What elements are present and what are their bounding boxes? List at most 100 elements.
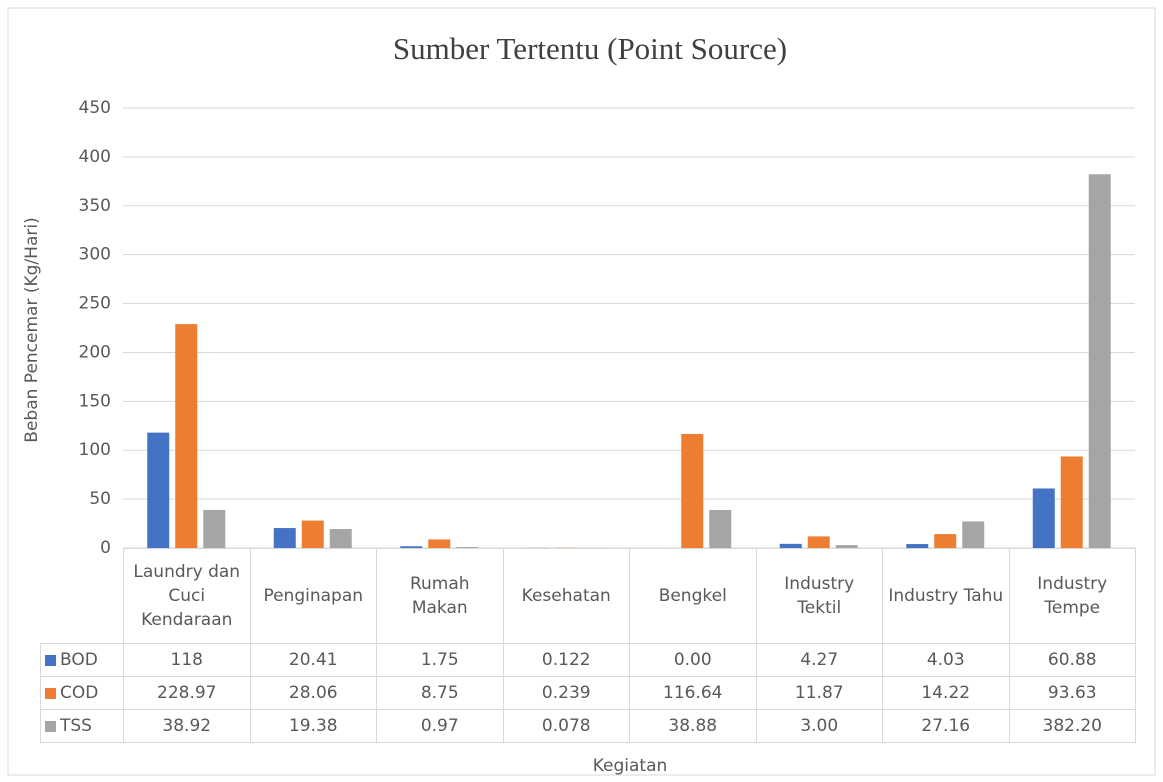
x-tick-label: Rumah Makan [376,548,504,644]
value-cell: 382.20 [1008,709,1136,743]
value-cell: 38.92 [123,709,251,743]
cell-text: 3.00 [800,716,839,736]
cell-text: 0.97 [420,716,459,736]
x-tick-label: Industry Tempe [1008,548,1136,644]
cell-text: 1.75 [420,650,459,670]
y-tick-label: 300 [79,245,111,265]
y-axis-label: Beban Pencemar (Kg/Hari) [22,217,42,442]
legend-entry: TSS [40,709,124,743]
y-tick-label: 450 [79,98,111,118]
value-cell: 118 [123,643,251,677]
value-cell: 1.75 [376,643,504,677]
x-tick-label: Bengkel [629,548,757,644]
chart-title: Sumber Tertentu (Point Source) [393,31,787,66]
cell-text: 28.06 [288,683,338,703]
value-cell: 0.122 [502,643,630,677]
value-cell: 0.97 [376,709,504,743]
y-tick-label: 250 [79,294,111,314]
cell-text: Industry Tektil [784,574,855,618]
data-table: Laundry dan Cuci Kendaraan Penginapan Ruma… [40,548,1136,743]
cell-text: 60.88 [1047,650,1097,670]
bar [807,536,830,548]
cell-text: 20.41 [288,650,338,670]
cell-text: 382.20 [1042,716,1102,736]
cell-text: 93.63 [1047,683,1097,703]
value-cell: 28.06 [249,676,377,710]
value-cell: 27.16 [882,709,1010,743]
legend-key [45,654,56,666]
value-cell: 116.64 [629,676,757,710]
y-tick-label: 0 [100,538,111,558]
value-cell: 19.38 [249,709,377,743]
x-axis-label: Kegiatan [593,756,668,776]
bar [934,534,957,548]
value-cell: 3.00 [755,709,883,743]
value-cell: 228.97 [123,676,251,710]
cell-text: Penginapan [263,586,364,606]
bar [203,509,226,548]
bar [1032,488,1055,548]
legend-label: COD [60,683,99,703]
cell-text: 4.03 [926,650,965,670]
cell-text: 27.16 [921,716,971,736]
legend-entry: COD [40,676,124,710]
value-cell: 20.41 [249,643,377,677]
value-cell: 0.00 [629,643,757,677]
bar [962,521,985,548]
cell-text: 0.122 [541,650,591,670]
value-cell: 8.75 [376,676,504,710]
value-cell: 60.88 [1008,643,1136,677]
bar [147,432,170,548]
bar [456,547,479,548]
value-cell: 38.88 [629,709,757,743]
cell-text: 228.97 [157,683,217,703]
bar [835,545,858,548]
cell-text: 116.64 [663,683,723,703]
bar [428,539,451,548]
chart-border [7,7,1156,776]
bar [1088,174,1111,548]
legend-entry: BOD [40,643,124,677]
y-tick-label: 200 [79,342,111,362]
cell-text: 11.87 [794,683,844,703]
cell-text: 8.75 [420,683,459,703]
bar [273,528,296,548]
bar [175,324,198,548]
value-cell: 4.27 [755,643,883,677]
value-cell: 93.63 [1008,676,1136,710]
cell-text: 0.078 [541,716,591,736]
bar [301,520,324,548]
legend-label: TSS [60,716,92,736]
value-cell: 0.239 [502,676,630,710]
bar [400,546,423,548]
x-tick-label: Kesehatan [502,548,630,644]
y-tick-label: 150 [79,391,111,411]
blank-cell [41,549,124,644]
cell-text: 118 [170,650,203,670]
bar [709,509,732,548]
x-tick-label: Penginapan [249,548,377,644]
cell-text: 14.22 [921,683,971,703]
y-tick-label: 400 [79,147,111,167]
y-tick-label: 350 [79,196,111,216]
cell-text: 4.27 [800,650,839,670]
value-cell: 11.87 [755,676,883,710]
cell-text: 0.239 [541,683,591,703]
legend-key [45,687,56,699]
x-tick-label: Industry Tektil [755,548,883,644]
cell-text: 19.38 [288,716,338,736]
value-cell: 4.03 [882,643,1010,677]
x-tick-label: Laundry dan Cuci Kendaraan [123,548,251,644]
cell-text: 38.92 [162,716,212,736]
cell-text: 38.88 [668,716,718,736]
bar [681,433,704,548]
cell-text: Rumah Makan [409,574,470,618]
legend-label: BOD [60,650,98,670]
cell-text: Industry Tempe [1037,574,1108,618]
y-tick-label: 100 [79,440,111,460]
value-cell: 0.078 [502,709,630,743]
cell-text: 0.00 [673,650,712,670]
bar [906,544,929,548]
cell-text: Bengkel [658,586,727,606]
